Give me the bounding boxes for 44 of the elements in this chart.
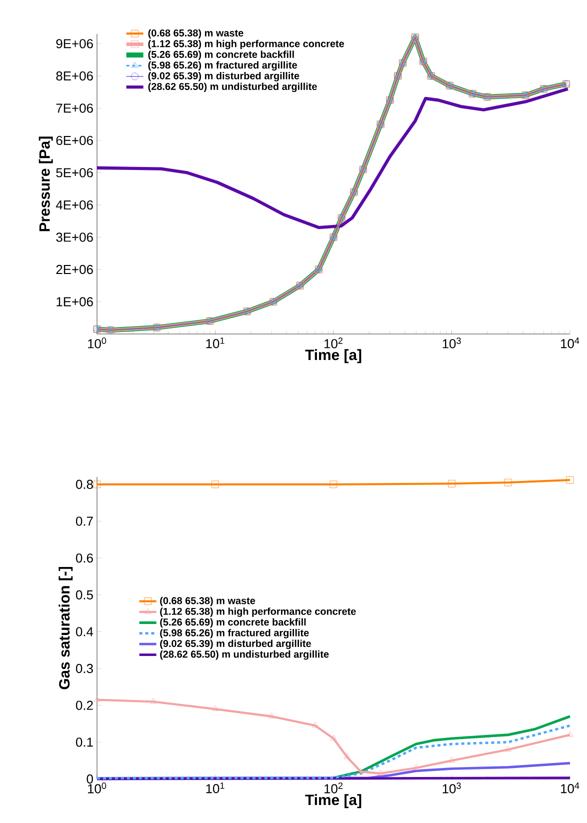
x-tick-label: 10$^{2}$: [324, 338, 343, 348]
x-tick-label: 10$^{3}$: [442, 782, 461, 794]
y-axis-title: Pressure [Pa]: [38, 136, 53, 232]
y-tick-label: 0.3: [76, 664, 93, 674]
x-tick-label: 10$^{4}$: [561, 338, 580, 348]
x-tick-label: 10$^{0}$: [88, 338, 106, 348]
y-tick-label: 0.6: [76, 553, 93, 563]
legend-label: (28.62 65.50) m undisturbed argillite: [148, 82, 317, 92]
x-tick-label: 10$^{3}$: [442, 338, 461, 348]
legend-label: (5.98 65.26) m fractured argillite: [160, 629, 309, 638]
x-tick-label: 10$^{1}$: [206, 782, 224, 794]
legend-label: (9.02 65.39) m disturbed argillite: [148, 72, 300, 82]
x-tick-label: 10$^{0}$: [88, 782, 106, 794]
legend-label: (0.68 65.38) m waste: [160, 596, 256, 606]
legend-label: (1.12 65.38) m high performance concrete: [148, 40, 344, 50]
x-axis-title: Time [a]: [305, 349, 362, 364]
y-tick-label: 1E+06: [56, 297, 93, 306]
x-tick-label: 10$^{1}$: [206, 338, 224, 348]
legend-label: (0.68 65.38) m waste: [148, 29, 244, 38]
y-tick-label: 5E+06: [56, 168, 93, 178]
y-tick-label: 0.7: [76, 516, 93, 526]
y-tick-label: 3E+06: [56, 232, 93, 242]
legend-label: (5.26 65.69) m concrete backfill: [160, 618, 306, 628]
y-tick-label: 0.4: [76, 627, 94, 636]
y-tick-label: 0.1: [76, 738, 93, 747]
y-tick-label: 6E+06: [56, 136, 93, 146]
y-tick-label: 2E+06: [56, 264, 93, 274]
legend-label: (28.62 65.50) m undisturbed argillite: [160, 650, 329, 660]
y-axis-title: Gas saturation [-]: [58, 566, 73, 690]
x-axis-title: Time [a]: [305, 794, 362, 808]
legend-label: (1.12 65.38) m high performance concrete: [160, 608, 356, 617]
legend-label: (5.26 65.69) m concrete backfill: [148, 50, 294, 60]
legend-label: (5.98 65.26) m fractured argillite: [148, 61, 297, 71]
y-tick-label: 0: [86, 774, 93, 784]
y-tick-label: 4E+06: [56, 200, 93, 210]
y-tick-label: 0.2: [76, 700, 93, 710]
y-tick-label: 0.8: [76, 480, 93, 489]
y-tick-label: 0.5: [76, 590, 93, 600]
legend-label: (9.02 65.39) m disturbed argillite: [160, 640, 311, 650]
x-tick-label: 10$^{2}$: [324, 782, 343, 794]
y-tick-label: 8E+06: [56, 71, 93, 81]
y-tick-label: 7E+06: [56, 104, 93, 113]
y-tick-label: 9E+06: [56, 39, 93, 48]
x-tick-label: 10$^{4}$: [561, 782, 580, 794]
